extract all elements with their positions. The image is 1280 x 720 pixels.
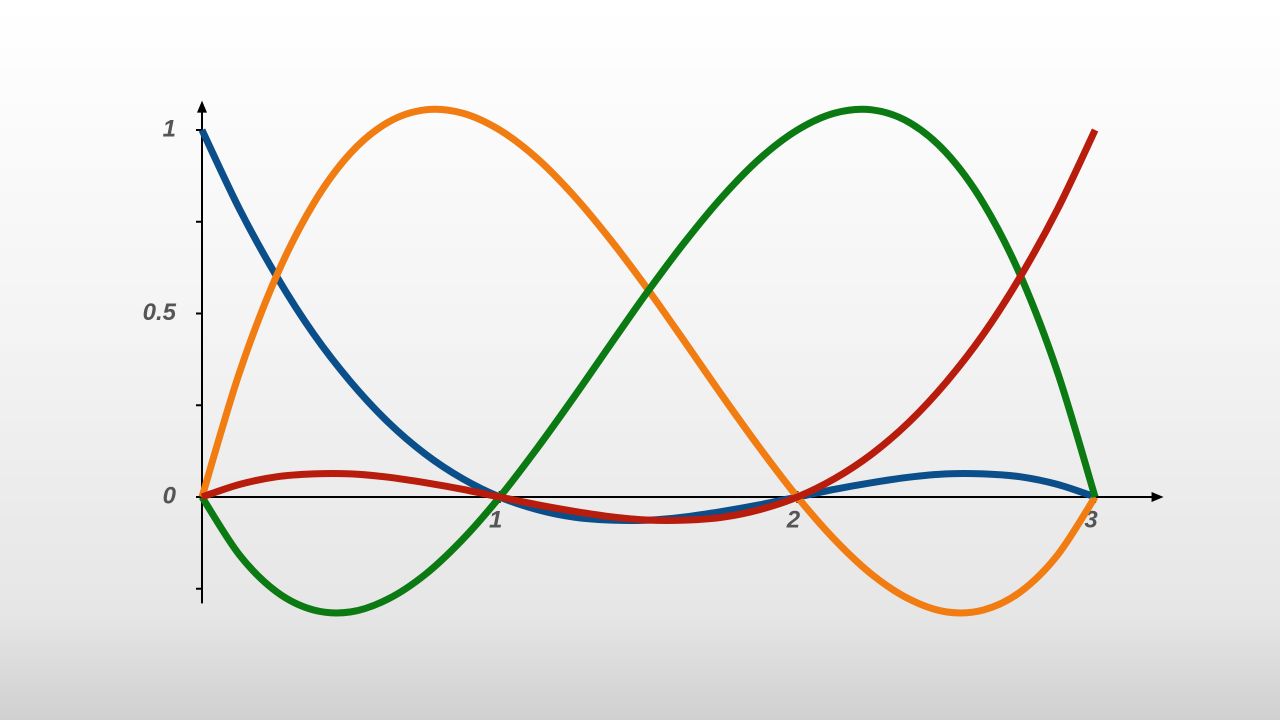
curve	[198, 105, 1099, 617]
y-axis-arrow	[197, 100, 207, 113]
curve	[200, 128, 1099, 525]
x-axis-arrow	[1151, 492, 1164, 502]
y-tick-label: 0.5	[143, 299, 177, 326]
y-tick-label: 0	[163, 482, 177, 509]
curve	[198, 128, 1097, 525]
curve	[199, 105, 1099, 617]
x-tick-label: 1	[489, 506, 502, 533]
y-tick-label: 1	[163, 115, 176, 142]
x-tick-label: 2	[786, 506, 801, 533]
